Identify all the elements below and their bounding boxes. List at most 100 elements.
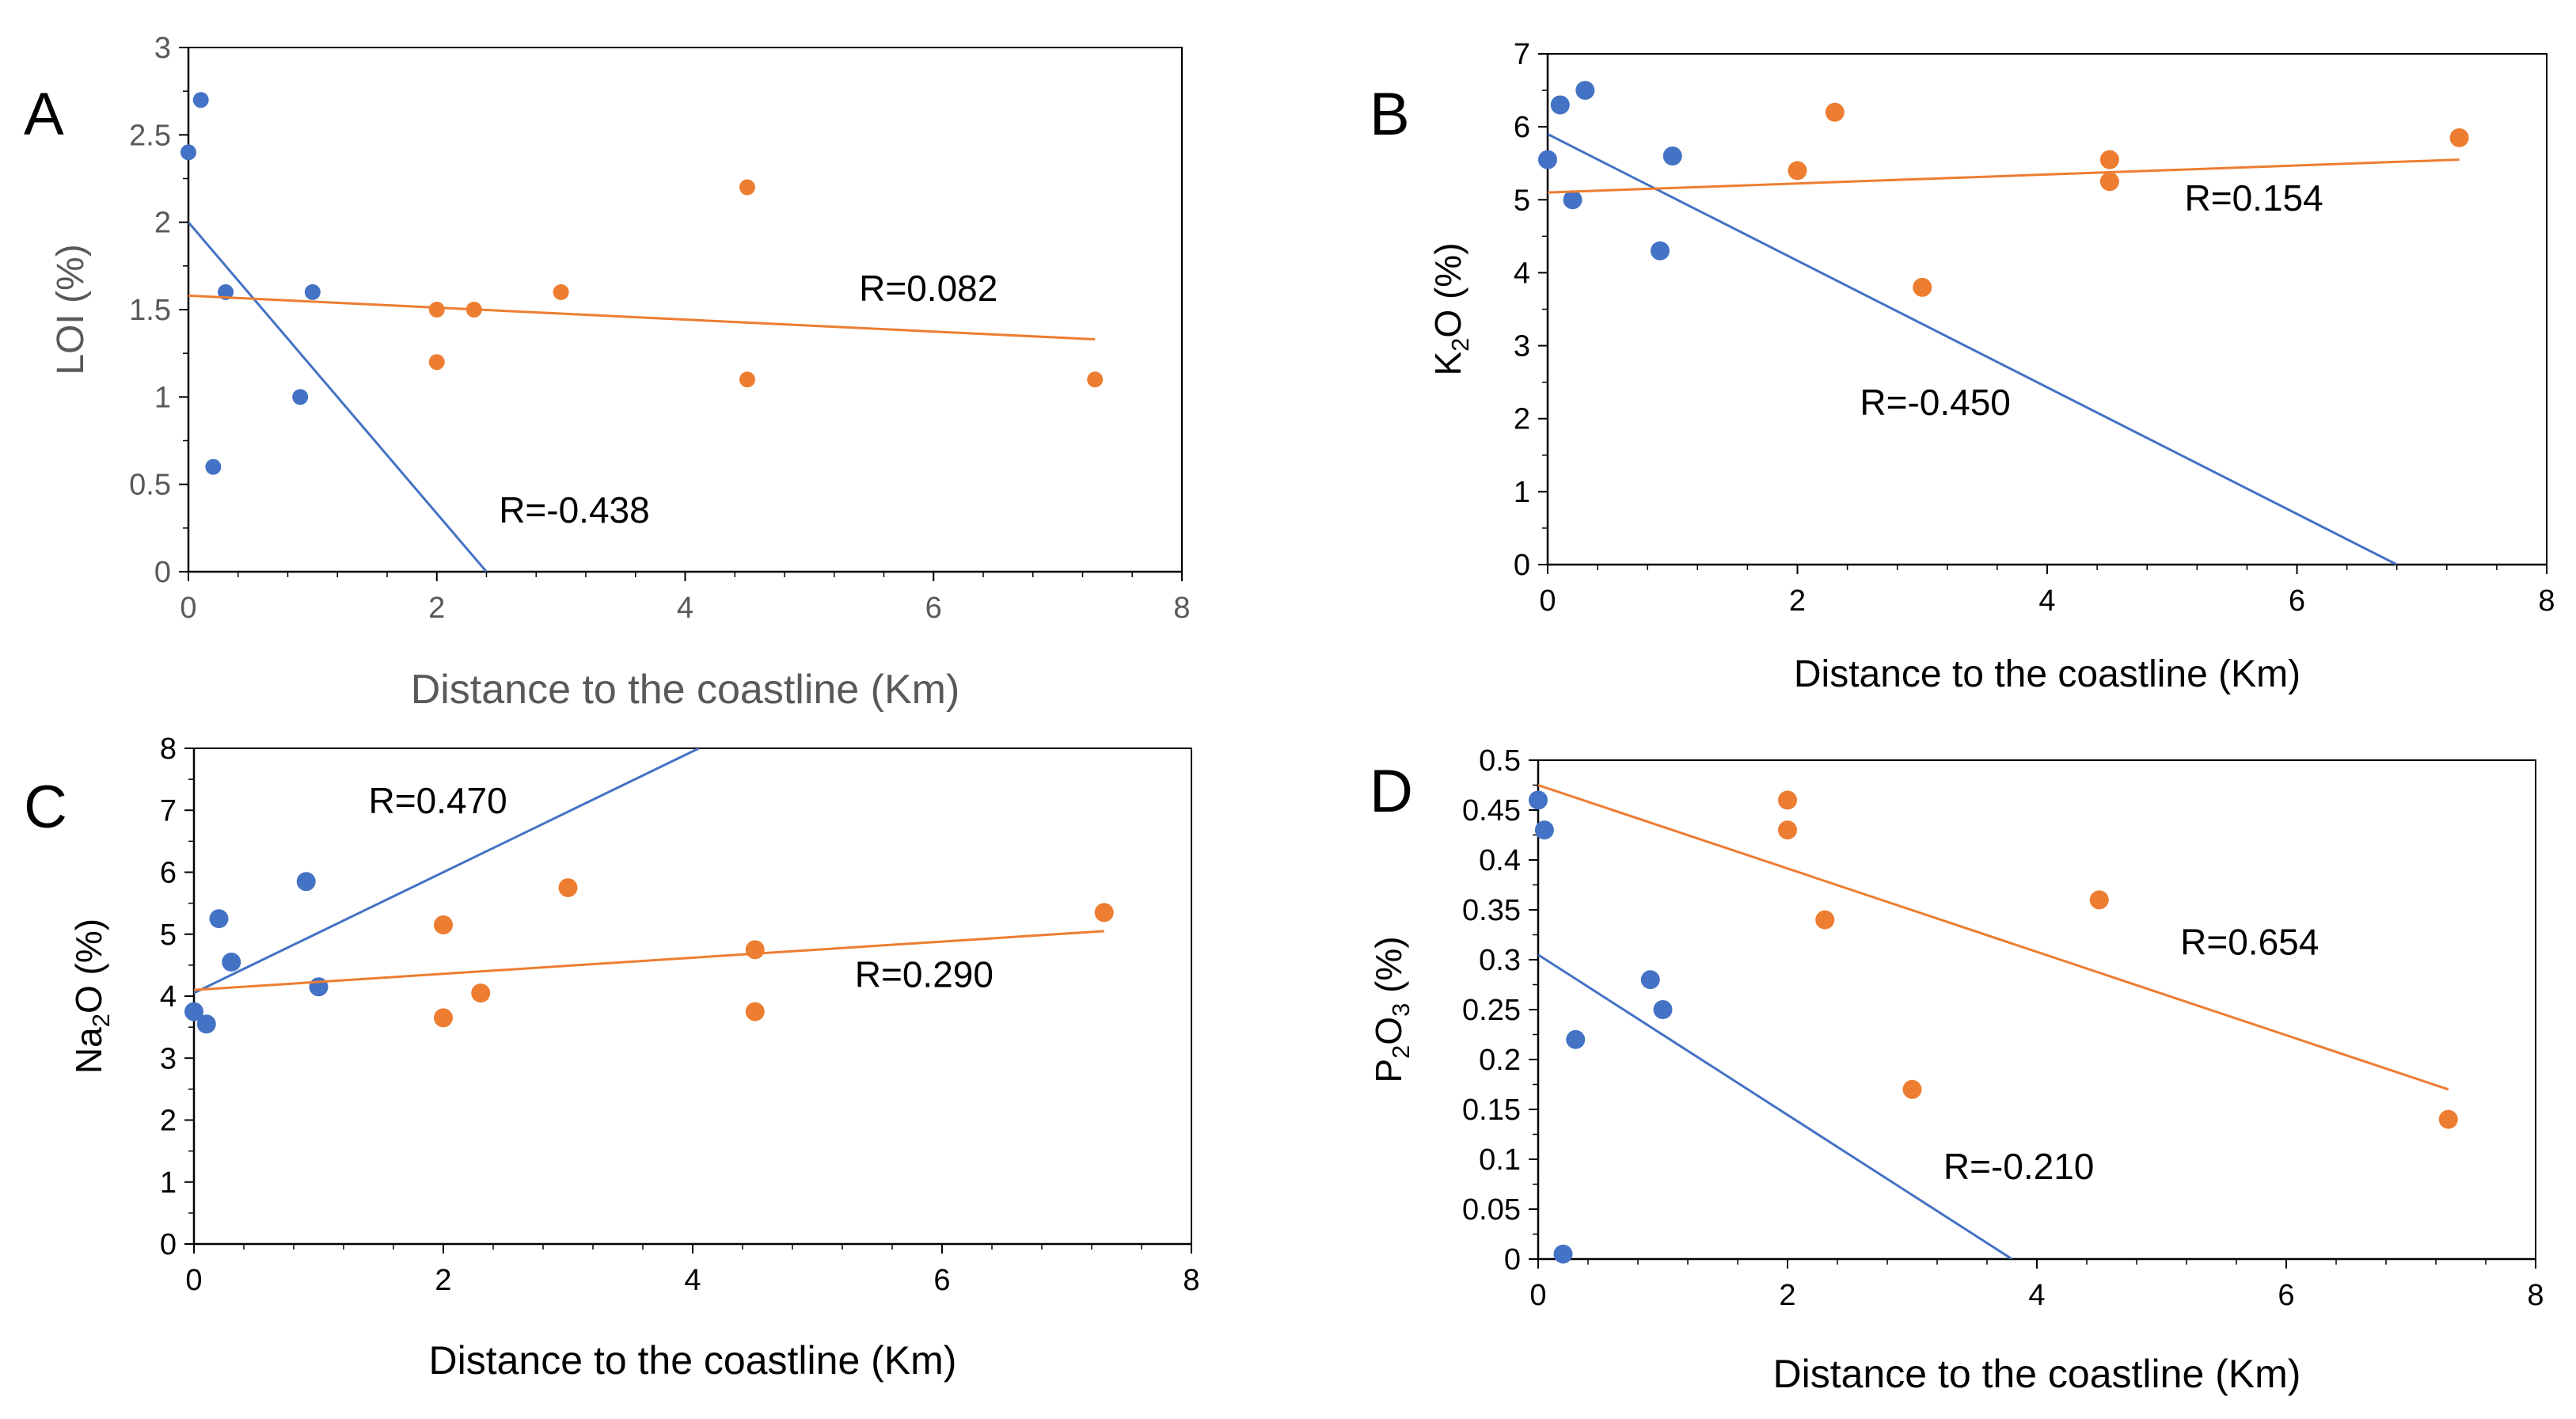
x-tick-label: 0	[180, 592, 196, 625]
y-tick-label: 7	[160, 794, 177, 827]
y-tick-label: 4	[1514, 257, 1530, 290]
data-point-orange	[1902, 1079, 1922, 1099]
data-point-orange	[739, 179, 755, 196]
y-tick-label: 0.15	[1462, 1094, 1521, 1127]
trendline-orange	[1548, 158, 2460, 194]
y-axis-title: K2O (%)	[1427, 242, 1474, 375]
y-tick-label: 2	[160, 1105, 177, 1138]
trendline-blue	[1538, 953, 2013, 1259]
y-tick-label: 0.4	[1479, 844, 1521, 877]
x-tick-label: 2	[435, 1264, 451, 1297]
data-point-blue	[222, 952, 241, 972]
data-point-orange	[2099, 150, 2119, 169]
y-tick-label: 0.25	[1462, 994, 1521, 1027]
y-tick-label: 7	[1514, 38, 1530, 71]
data-point-orange	[558, 878, 578, 898]
y-tick-label: 1.5	[129, 294, 171, 327]
x-axis-title: Distance to the coastline (Km)	[1773, 1352, 2301, 1396]
data-point-orange	[471, 983, 491, 1003]
y-tick-label: 0.2	[1479, 1044, 1521, 1077]
data-point-orange	[745, 1002, 765, 1021]
data-point-orange	[434, 1008, 453, 1028]
x-tick-label: 0	[1529, 1279, 1546, 1312]
chart-d: 0 0.05 0.1 0.15 0.2 0.25 0.3 0.35 0.4 0.45 0.5 0 2 4 6…	[1368, 744, 2544, 1396]
x-tick-label: 6	[933, 1264, 950, 1297]
data-point-blue	[1653, 1000, 1673, 1019]
x-tick-label: 2	[428, 592, 445, 625]
data-point-blue	[304, 283, 321, 300]
trendline-orange	[188, 294, 1096, 341]
data-point-orange	[739, 371, 755, 388]
data-point-blue	[1640, 970, 1660, 990]
y-tick-label: 3	[154, 32, 171, 65]
data-point-blue	[1650, 241, 1670, 261]
y-tick-label: 0.3	[1479, 944, 1521, 977]
y-tick-label: 8	[160, 732, 177, 766]
y-tick-label: 0.05	[1462, 1193, 1521, 1227]
r-value-annotation: R=0.290	[855, 953, 994, 995]
data-point-orange	[428, 302, 445, 318]
plot-area	[193, 748, 1192, 1245]
data-point-orange	[465, 302, 482, 318]
y-tick-label: 0.35	[1462, 894, 1521, 927]
x-tick-label: 6	[2289, 584, 2305, 618]
panel-label: C	[24, 774, 67, 841]
y-tick-label: 1	[154, 381, 171, 414]
y-tick-label: 2	[1514, 403, 1530, 436]
data-point-blue	[196, 1014, 216, 1034]
data-point-blue	[1662, 146, 1682, 165]
data-point-blue	[1553, 1244, 1573, 1264]
r-value-annotation: R=-0.210	[1943, 1146, 2095, 1187]
data-point-blue	[209, 909, 229, 929]
panel-label: A	[24, 81, 64, 148]
x-axis-title: Distance to the coastline (Km)	[411, 667, 960, 713]
data-point-orange	[1094, 903, 1114, 923]
x-tick-label: 4	[684, 1264, 701, 1297]
data-point-orange	[434, 915, 453, 935]
y-tick-label: 1	[1514, 476, 1530, 509]
x-tick-label: 4	[2028, 1279, 2045, 1312]
y-tick-label: 0	[154, 556, 171, 589]
x-tick-label: 4	[677, 592, 693, 625]
x-axis-title: Distance to the coastline (Km)	[429, 1338, 957, 1383]
data-point-blue	[180, 144, 196, 161]
trendline-blue	[194, 748, 700, 995]
y-tick-label: 5	[160, 919, 177, 952]
plot-area	[1547, 53, 2548, 565]
r-value-annotation: R=0.470	[369, 780, 507, 821]
y-tick-label: 6	[1514, 111, 1530, 144]
data-point-orange	[553, 283, 569, 300]
y-axis-title: P2O3 (%)	[1368, 936, 1415, 1082]
r-value-annotation: R=0.654	[2180, 922, 2319, 963]
y-axis-title: LOI (%)	[50, 244, 92, 375]
x-tick-label: 8	[1183, 1264, 1199, 1297]
panel-label: B	[1370, 81, 1410, 148]
data-point-orange	[1913, 277, 1932, 297]
data-point-blue	[192, 92, 209, 108]
y-tick-label: 3	[1514, 330, 1530, 363]
data-point-orange	[745, 940, 765, 960]
y-tick-label: 2.5	[129, 119, 171, 152]
data-point-orange	[428, 354, 445, 371]
trendline-orange	[194, 930, 1104, 991]
data-point-blue	[1566, 1029, 1586, 1049]
x-tick-label: 0	[1539, 584, 1556, 618]
y-tick-label: 3	[160, 1042, 177, 1075]
y-tick-label: 0	[1504, 1243, 1521, 1276]
data-point-blue	[309, 977, 329, 997]
x-tick-label: 2	[1789, 584, 1806, 618]
y-tick-label: 0.5	[129, 469, 171, 502]
data-point-blue	[296, 872, 316, 892]
y-tick-label: 0	[1514, 549, 1530, 582]
r-value-annotation: R=-0.450	[1860, 382, 2011, 423]
x-tick-label: 8	[1173, 592, 1190, 625]
data-point-orange	[2099, 172, 2119, 192]
data-point-orange	[1778, 820, 1797, 840]
data-point-blue	[1563, 190, 1582, 210]
data-point-orange	[1778, 790, 1797, 810]
y-tick-label: 2	[154, 207, 171, 240]
data-point-orange	[2438, 1109, 2458, 1129]
data-point-blue	[1538, 150, 1557, 169]
x-tick-label: 8	[2538, 584, 2555, 618]
